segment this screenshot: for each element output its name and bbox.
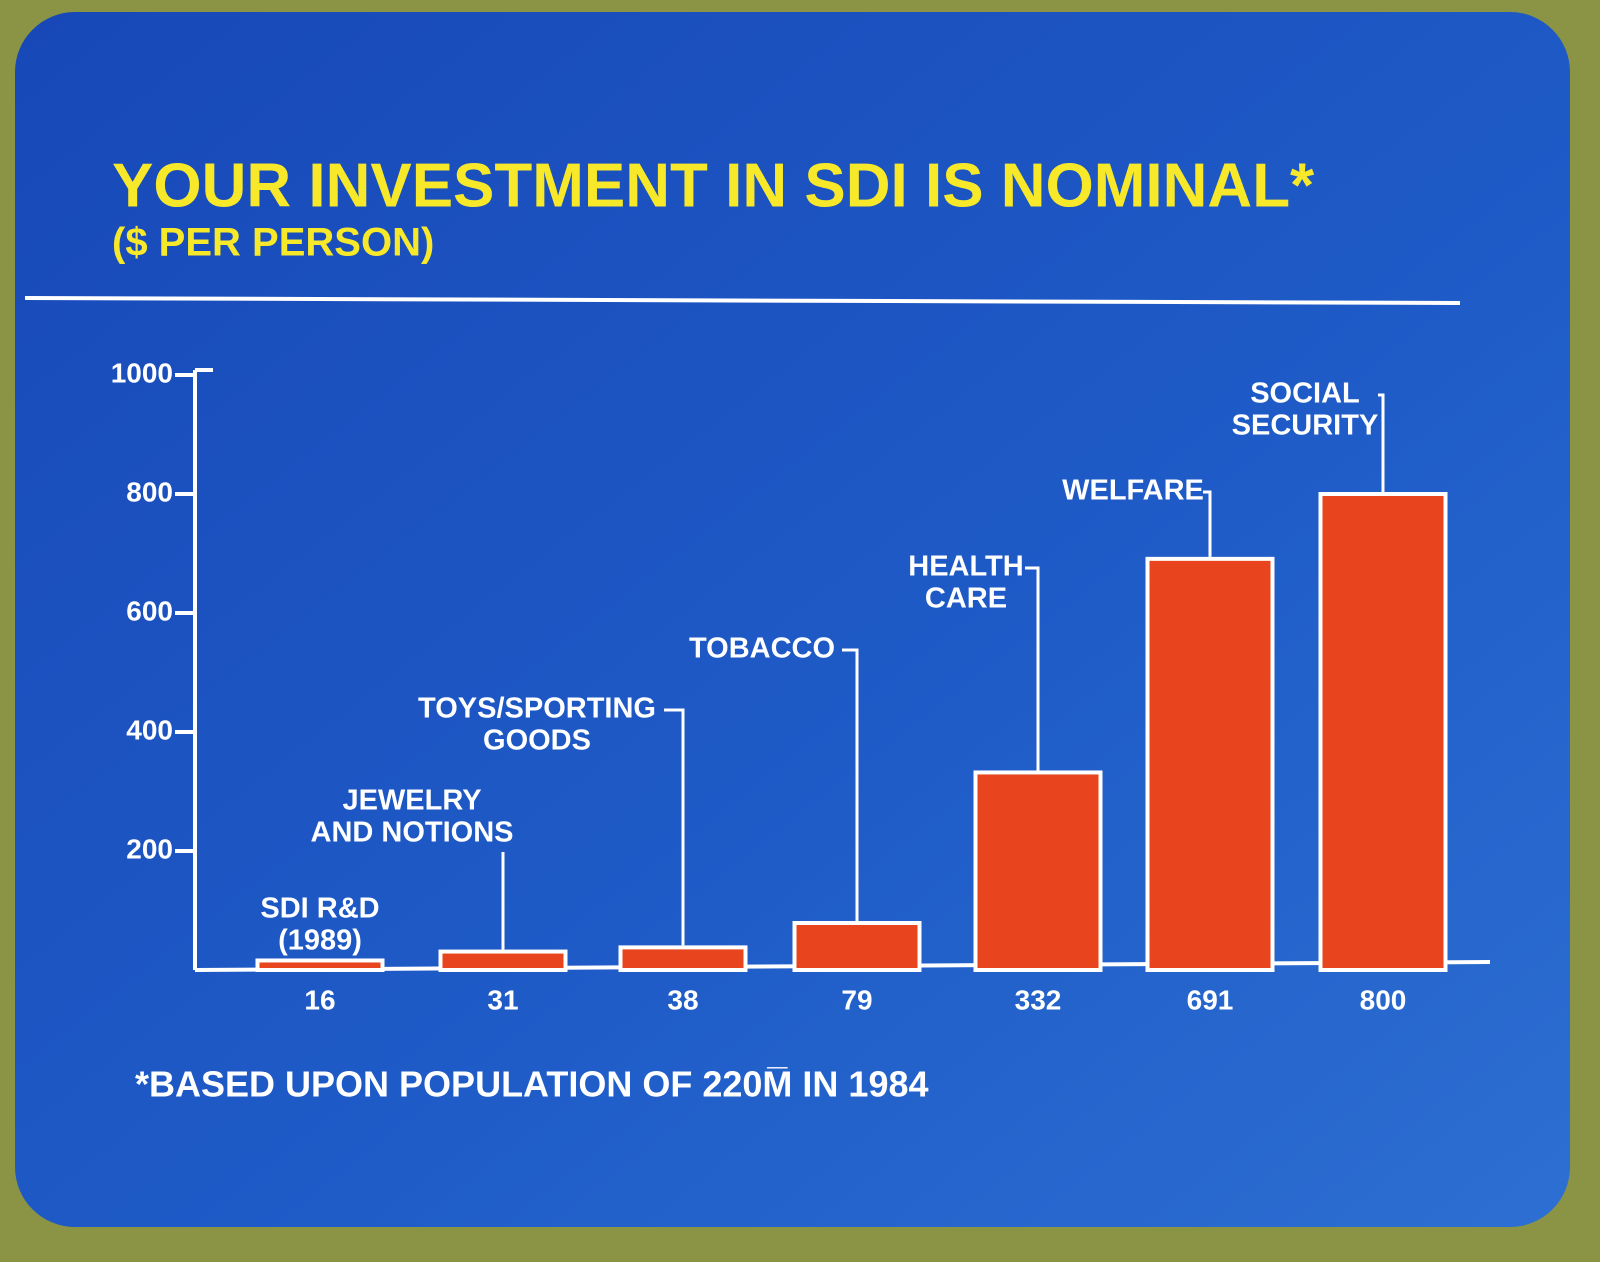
- category-label: TOYS/SPORTING: [418, 693, 656, 725]
- value-label: 16: [304, 984, 335, 1015]
- bar: [255, 958, 385, 972]
- chart-subtitle: ($ PER PERSON): [112, 221, 434, 265]
- bar: [618, 945, 748, 973]
- bar: [1318, 492, 1448, 972]
- category-label: AND NOTIONS: [311, 817, 514, 849]
- bar: [438, 949, 568, 972]
- value-label: 332: [1015, 984, 1062, 1015]
- divider: [24, 296, 1461, 305]
- chart-title: YOUR INVESTMENT IN SDI IS NOMINAL*: [112, 151, 1315, 220]
- category-label: GOODS: [483, 725, 591, 757]
- category-label: (1989): [278, 925, 362, 957]
- leader-line: [1025, 566, 1040, 771]
- category-label: SECURITY: [1232, 410, 1379, 442]
- category-label: CARE: [925, 583, 1007, 615]
- value-label: 79: [841, 984, 872, 1015]
- value-label: 800: [1360, 984, 1407, 1015]
- bar: [792, 920, 922, 972]
- value-label: 38: [667, 984, 698, 1015]
- y-tick-label: 400: [126, 714, 173, 745]
- y-tick-label: 1000: [111, 357, 173, 388]
- value-label: 691: [1187, 984, 1234, 1015]
- category-label: JEWELRY: [342, 785, 481, 817]
- category-label: TOBACCO: [689, 633, 835, 665]
- y-tick-label: 600: [126, 595, 173, 626]
- y-tick-label: 800: [126, 476, 173, 507]
- leader-line: [842, 648, 859, 921]
- leader-line: [664, 708, 685, 946]
- category-label: SOCIAL: [1250, 378, 1360, 410]
- bar: [1145, 556, 1275, 972]
- category-label: HEALTH: [908, 551, 1023, 583]
- bar: [973, 770, 1103, 973]
- value-label: 31: [487, 984, 518, 1015]
- category-label: SDI R&D: [260, 893, 379, 925]
- footnote: *BASED UPON POPULATION OF 220M̅ IN 1984: [135, 1064, 929, 1105]
- category-label: WELFARE: [1062, 475, 1204, 507]
- leader-line: [1203, 490, 1212, 557]
- y-tick-label: 200: [126, 833, 173, 864]
- leader-line: [1378, 393, 1385, 492]
